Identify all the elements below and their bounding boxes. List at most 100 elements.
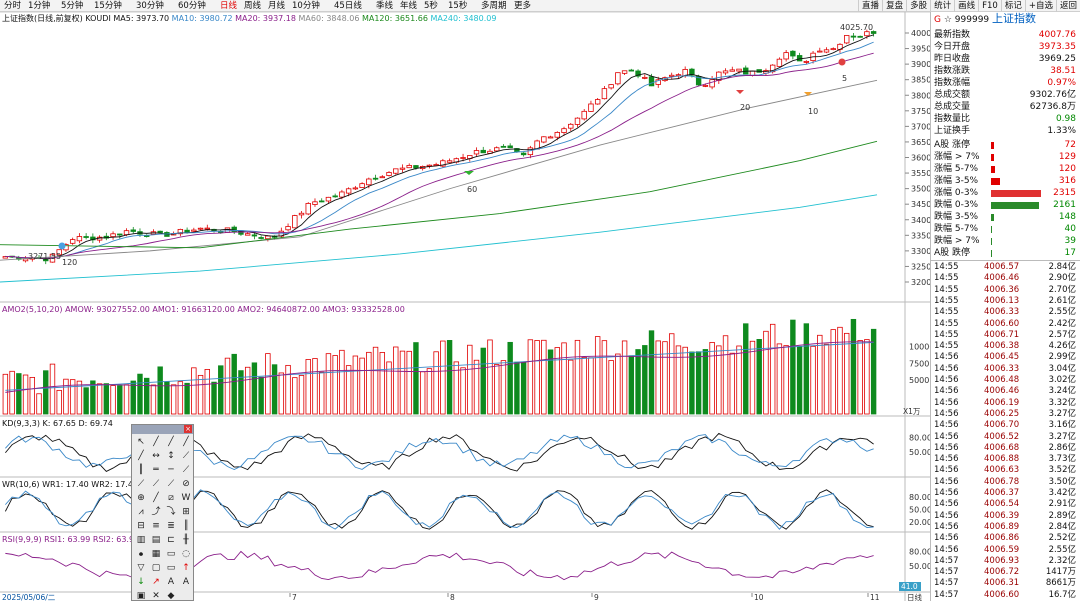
draw-tool-icon[interactable]: ⦁ xyxy=(138,549,144,559)
draw-tool-icon[interactable]: A xyxy=(167,577,175,587)
volume-bar xyxy=(90,380,96,415)
draw-tool-icon[interactable]: ⊕ xyxy=(137,493,145,503)
stat-row: 指数量比 0.98 xyxy=(934,113,1076,125)
draw-tool-icon[interactable]: ⊞ xyxy=(182,507,190,517)
period-tab[interactable]: 多周期 xyxy=(481,1,507,11)
period-tab[interactable]: 年线 xyxy=(400,1,418,11)
candle-body xyxy=(157,230,163,233)
period-tab[interactable]: 季线 xyxy=(376,1,394,11)
volume-bar xyxy=(197,374,204,415)
toolbar-button[interactable]: 复盘 xyxy=(882,0,906,12)
tick-volume: 3.24亿 xyxy=(1048,386,1076,397)
draw-tool-icon[interactable]: ╱ xyxy=(153,493,159,503)
period-tab[interactable]: 45日线 xyxy=(334,1,362,11)
draw-tool-icon[interactable]: ▭ xyxy=(166,549,176,559)
draw-tool-icon[interactable]: ⤴ xyxy=(151,507,161,517)
period-tab[interactable]: 30分钟 xyxy=(136,1,164,11)
period-tab[interactable]: 周线 xyxy=(244,1,262,11)
toolbar-button[interactable]: 标记 xyxy=(1000,0,1025,12)
draw-tool-icon[interactable]: ⊘ xyxy=(182,479,190,489)
chart-area[interactable]: 4000 3950 3900 3850 3800 3750 3700 3650 3600 3550… xyxy=(0,0,930,601)
stat-row: 上证换手 1.33% xyxy=(934,125,1076,137)
draw-tool-icon[interactable]: ⧄ xyxy=(168,493,174,503)
draw-tool-icon[interactable]: ⤵ xyxy=(166,507,176,517)
period-tab[interactable]: 月线 xyxy=(268,1,286,11)
draw-tool-icon[interactable]: ┃ xyxy=(138,465,144,475)
draw-tool-icon[interactable]: ╱ xyxy=(183,437,189,447)
draw-tool-icon[interactable]: ◆ xyxy=(167,591,175,601)
draw-tool-icon[interactable]: ◌ xyxy=(182,549,190,559)
close-icon[interactable]: × xyxy=(184,425,192,433)
draw-tool-icon[interactable]: ⟋ xyxy=(182,465,190,475)
draw-tool-icon[interactable]: ═ xyxy=(153,465,159,475)
draw-tool-icon[interactable]: ⩘ xyxy=(138,507,144,517)
period-tab[interactable]: 10分钟 xyxy=(292,1,320,11)
toolbar-button[interactable]: F10 xyxy=(978,0,1001,12)
period-tab[interactable]: 5分钟 xyxy=(61,1,84,11)
breadth-row: 涨幅 0-3% 2315 xyxy=(934,187,1076,199)
toolbar-button[interactable]: 多股 xyxy=(906,0,930,12)
draw-tool-icon[interactable]: ║ xyxy=(183,521,189,531)
draw-tool-icon[interactable]: ≣ xyxy=(167,521,175,531)
draw-tool-icon[interactable]: ⟋ xyxy=(152,479,160,489)
draw-tool-icon[interactable]: ↑ xyxy=(182,563,190,573)
draw-tool-icon[interactable]: ▥ xyxy=(136,535,146,545)
draw-tool-palette[interactable]: × ↖ ╱ ╱ ╱ ╱ ↔ ↕ ⟋ ┃ ═ ─ ⟋ ⟋ ⟋ ⟋ ⊘ ⊕ ╱ ⧄ W ⩘ ⤴ ⤵ ⊞ ⊟ ≡ ≣ ║ ▥ ▤ ⊏ ╫ ⦁ ▦ ▭ ◌ ▽ ▢… xyxy=(131,424,194,601)
period-tab[interactable]: 60分钟 xyxy=(178,1,206,11)
draw-tool-icon[interactable]: ─ xyxy=(168,465,174,475)
toolbar-button[interactable]: 统计 xyxy=(930,0,954,12)
candle-body xyxy=(601,88,608,100)
period-tab[interactable]: 1分钟 xyxy=(28,1,51,11)
period-tab[interactable]: 15秒 xyxy=(448,1,468,11)
draw-tool-icon[interactable]: ╱ xyxy=(153,437,159,447)
draw-tool-icon[interactable]: ▢ xyxy=(151,563,161,573)
draw-tool-icon[interactable]: ↓ xyxy=(137,577,145,587)
y-tick-label: 3200 xyxy=(911,278,930,287)
toolbar-button[interactable]: +自选 xyxy=(1024,0,1056,12)
draw-tool-icon[interactable]: ╫ xyxy=(183,535,189,545)
tick-time: 14:55 xyxy=(934,318,959,329)
draw-tool-icon[interactable]: ⟋ xyxy=(137,479,145,489)
draw-tool-icon[interactable]: ⊟ xyxy=(137,521,145,531)
toolbar-button[interactable]: 画线 xyxy=(954,0,978,12)
draw-tool-icon[interactable]: ⟋ xyxy=(182,451,190,461)
draw-tool-titlebar[interactable]: × xyxy=(132,425,193,434)
candle-body xyxy=(359,183,365,188)
draw-tool-icon[interactable]: A xyxy=(182,577,190,587)
draw-tool-icon[interactable]: ≡ xyxy=(152,521,160,531)
volume-bar xyxy=(642,345,648,415)
draw-tool-icon[interactable]: ▭ xyxy=(166,563,176,573)
draw-tool-icon[interactable]: ↕ xyxy=(167,451,175,461)
x-axis-right-label: 日线 xyxy=(907,592,922,601)
period-tab[interactable]: 日线 xyxy=(220,1,238,11)
draw-tool-icon[interactable]: ▦ xyxy=(151,549,161,559)
volume-bar xyxy=(473,359,480,415)
period-tab[interactable]: 15分钟 xyxy=(94,1,122,11)
draw-tool-icon[interactable]: ⟋ xyxy=(167,479,175,489)
period-tab[interactable]: 分时 xyxy=(4,1,22,11)
candle-body xyxy=(69,239,76,244)
draw-tool-icon[interactable]: ▽ xyxy=(137,563,145,573)
candle-body xyxy=(386,172,392,176)
toolbar-button[interactable]: 返回 xyxy=(1055,0,1080,12)
volume-bar xyxy=(494,364,500,415)
draw-tool-icon[interactable]: W xyxy=(181,493,191,503)
draw-tool-icon[interactable]: ✕ xyxy=(152,591,160,601)
period-tab[interactable]: 更多 xyxy=(514,1,532,11)
tick-volume: 2.32亿 xyxy=(1048,555,1076,566)
tick-time: 14:56 xyxy=(934,510,959,521)
toolbar-button[interactable]: 直播 xyxy=(858,0,882,12)
volume-bar xyxy=(177,381,184,415)
draw-tool-icon[interactable]: ╱ xyxy=(138,451,144,461)
draw-tool-icon[interactable]: ⊏ xyxy=(167,535,175,545)
draw-tool-icon[interactable]: ↔ xyxy=(152,451,160,461)
tick-volume: 4.26亿 xyxy=(1048,341,1076,352)
candle-body xyxy=(494,147,500,152)
candle-body xyxy=(319,200,325,203)
draw-tool-icon[interactable]: ▤ xyxy=(151,535,161,545)
draw-tool-icon[interactable]: ╱ xyxy=(168,437,174,447)
draw-tool-icon[interactable]: ▣ xyxy=(136,591,146,601)
draw-tool-icon[interactable]: ↗ xyxy=(152,577,160,587)
draw-tool-icon[interactable]: ↖ xyxy=(137,437,145,447)
period-tab[interactable]: 5秒 xyxy=(424,1,438,11)
